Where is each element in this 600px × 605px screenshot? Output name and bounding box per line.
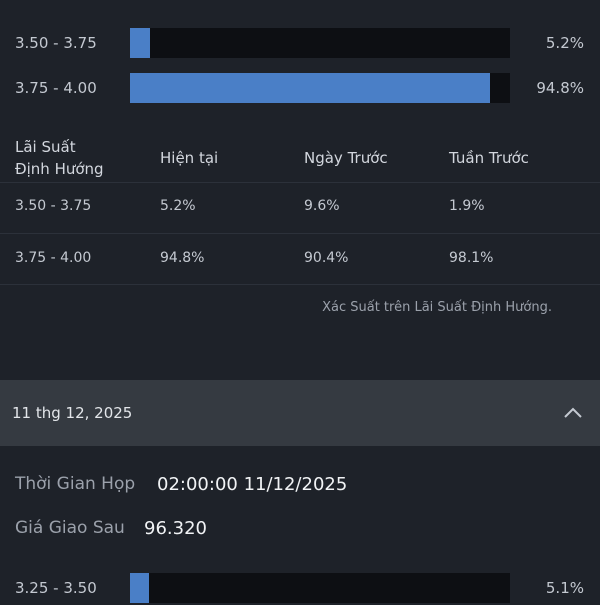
futures-price-label: Giá Giao Sau [15, 518, 125, 538]
probability-bar-row: 3.50 - 3.75 5.2% [0, 28, 600, 60]
bar-percent: 94.8% [536, 79, 584, 97]
cell-range: 3.50 - 3.75 [15, 198, 92, 214]
table-header-current: Hiện tại [160, 149, 219, 167]
table-footnote: Xác Suất trên Lãi Suất Định Hướng. [322, 300, 552, 315]
cell-current: 5.2% [160, 198, 196, 214]
bar-range-label: 3.50 - 3.75 [15, 34, 97, 52]
table-header-target-rate: Lãi Suất Định Hướng [15, 138, 104, 178]
cell-prev-day: 90.4% [304, 250, 349, 266]
meeting-section-header[interactable]: 11 thg 12, 2025 [0, 380, 600, 446]
cell-range: 3.75 - 4.00 [15, 250, 92, 266]
chevron-up-icon[interactable] [562, 404, 584, 420]
bar-fill [130, 73, 491, 103]
bar-track [130, 573, 510, 603]
bar-percent: 5.2% [545, 34, 584, 52]
probability-bar-row: 3.75 - 4.00 94.8% [0, 73, 600, 105]
cell-prev-week: 98.1% [449, 250, 494, 266]
probability-bar-row: 3.25 - 3.50 5.1% [0, 573, 600, 605]
bar-range-label: 3.75 - 4.00 [15, 79, 97, 97]
bar-track [130, 28, 510, 58]
cell-current: 94.8% [160, 250, 205, 266]
table-divider [0, 284, 600, 285]
futures-price-value: 96.320 [144, 518, 207, 539]
cell-prev-day: 9.6% [304, 198, 340, 214]
bar-percent: 5.1% [545, 579, 584, 597]
table-header-prev-week: Tuần Trước [449, 149, 529, 167]
meeting-date: 11 thg 12, 2025 [12, 404, 133, 422]
table-divider [0, 233, 600, 234]
table-header-prev-day: Ngày Trước [304, 149, 388, 167]
bar-track [130, 73, 510, 103]
meeting-time-value: 02:00:00 11/12/2025 [157, 474, 348, 495]
cell-prev-week: 1.9% [449, 198, 485, 214]
bar-fill [130, 573, 150, 603]
table-divider [0, 182, 600, 183]
bar-range-label: 3.25 - 3.50 [15, 579, 97, 597]
meeting-time-label: Thời Gian Họp [15, 474, 136, 494]
bar-fill [130, 28, 150, 58]
